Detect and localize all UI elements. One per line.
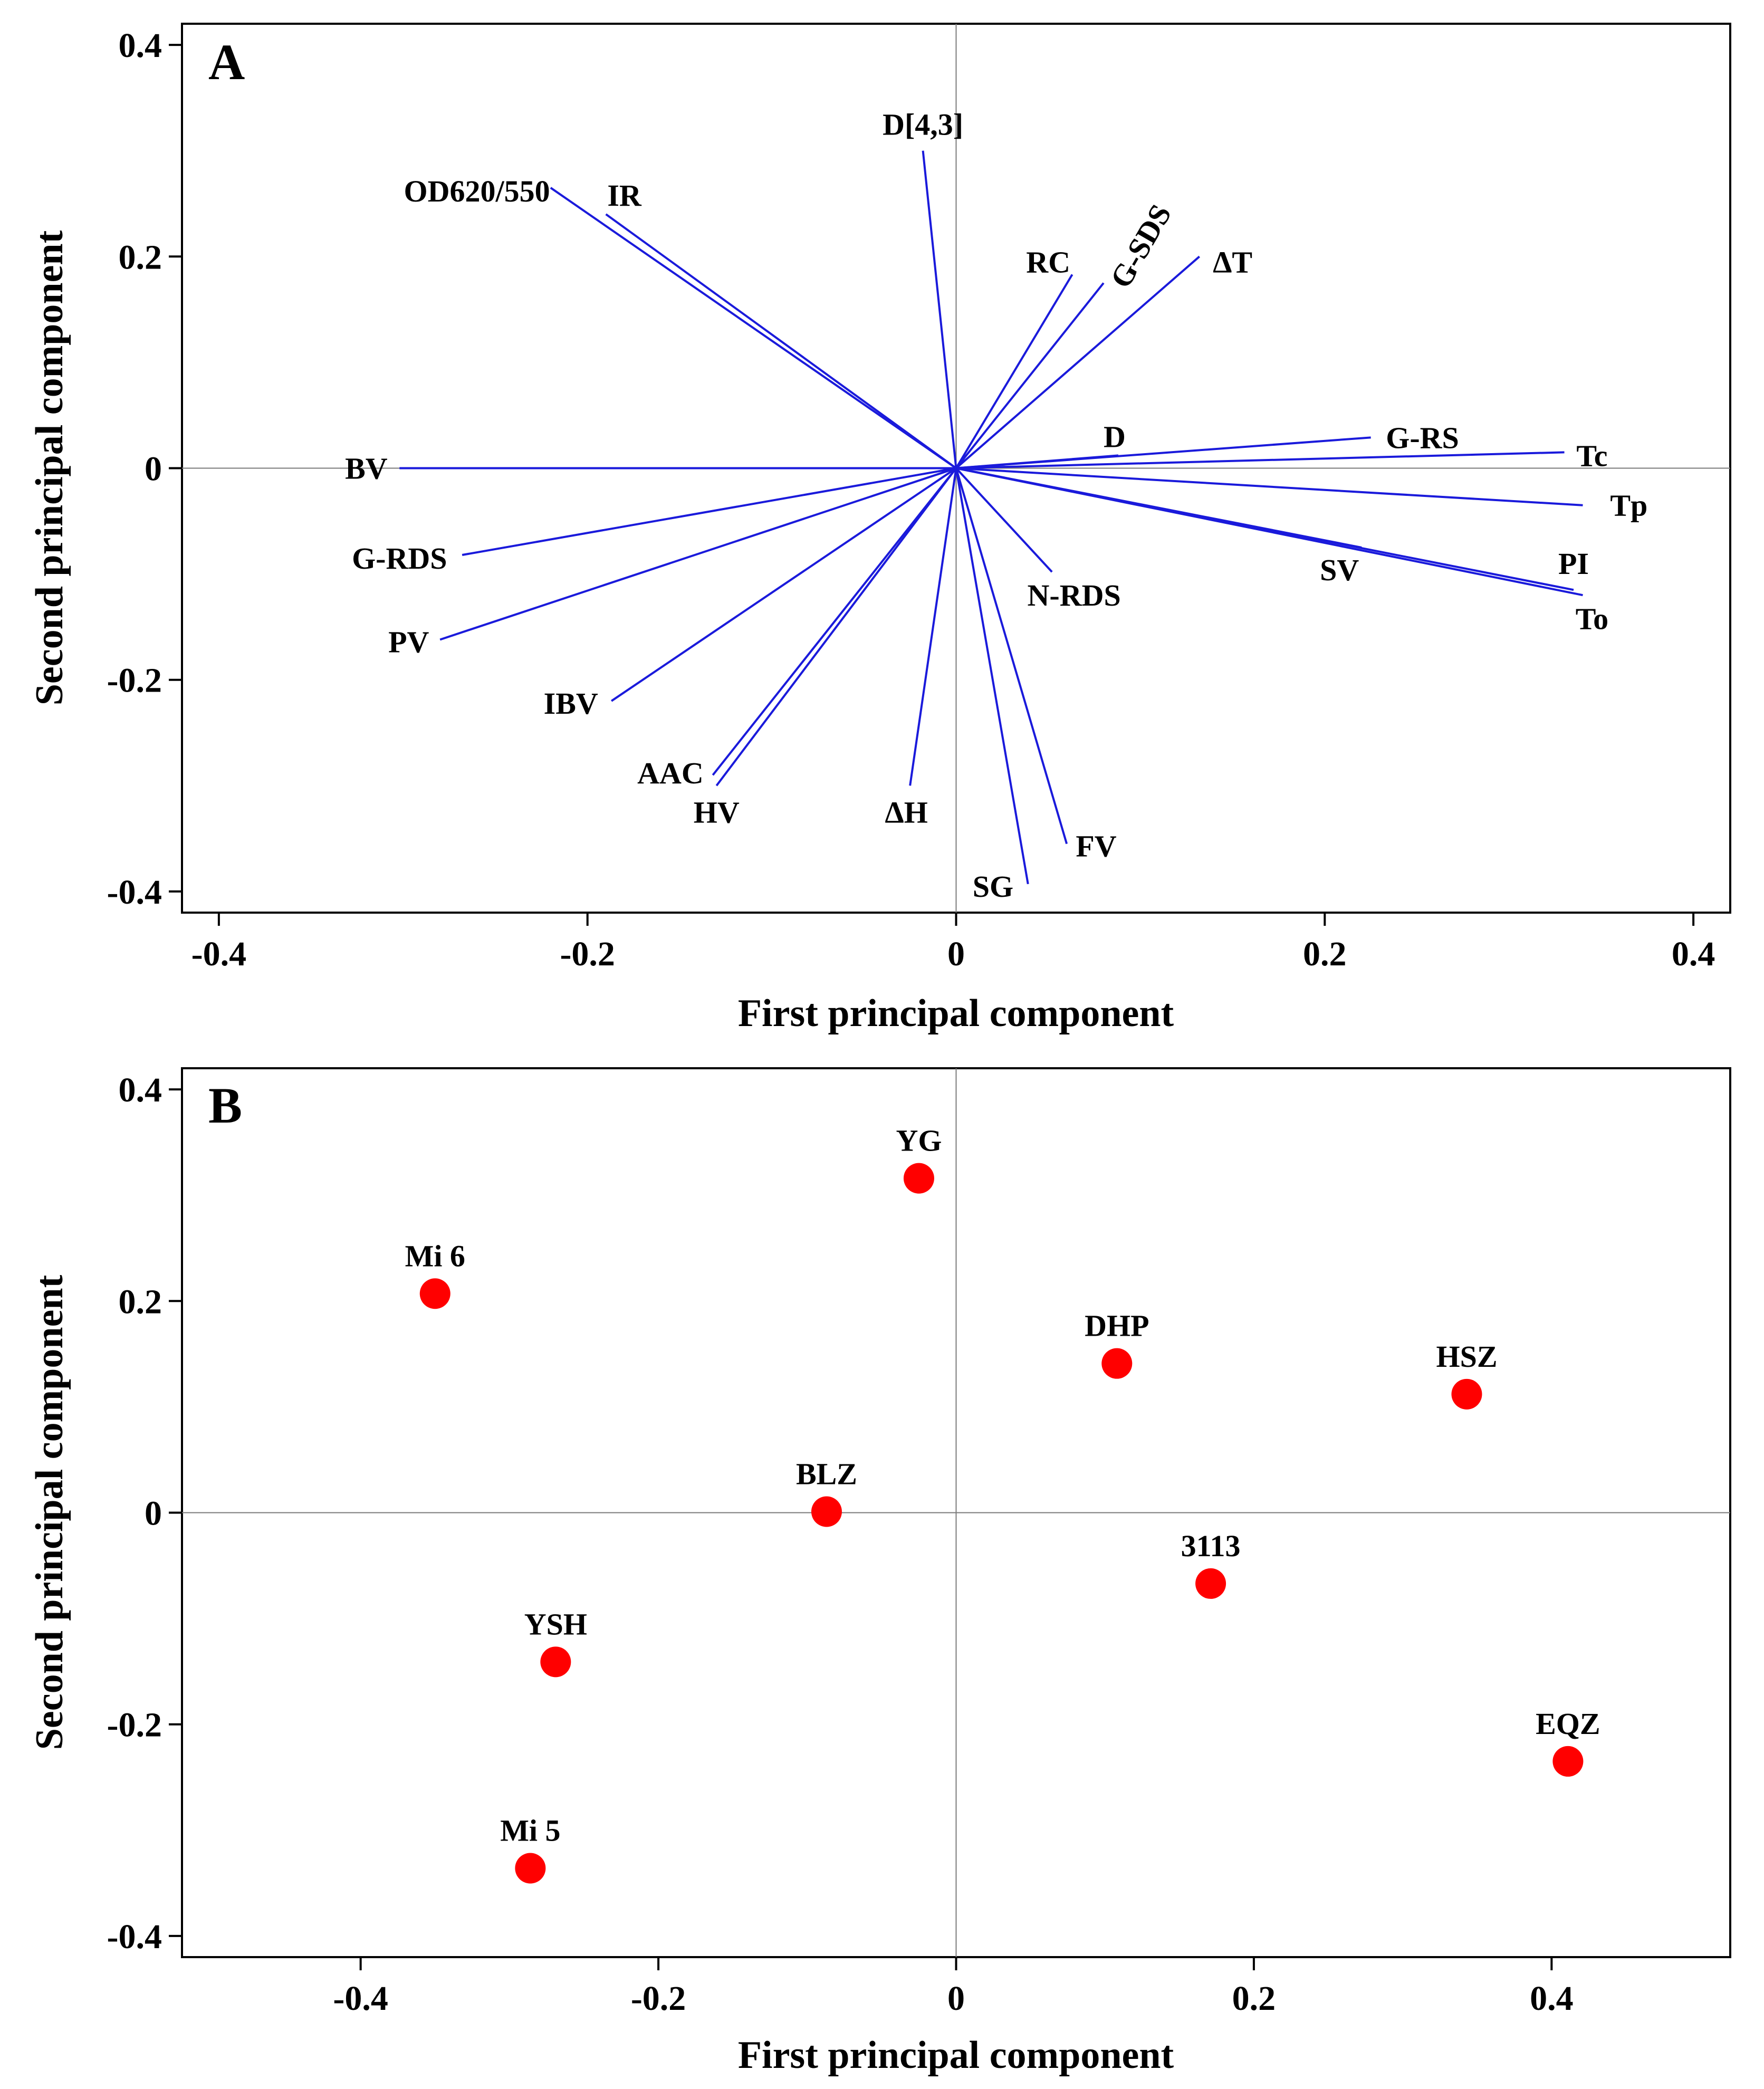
loading-label: RC — [1026, 245, 1070, 279]
x-tick-label: 0.4 — [1530, 1979, 1574, 2018]
loading-vector-FV — [955, 467, 1068, 845]
panel-b-x-ticks: -0.4 -0.2 0 0.2 0.4 — [333, 1957, 1574, 2018]
loading-vector-G-SDS — [955, 282, 1105, 469]
loading-label: ΔH — [885, 795, 927, 829]
loading-label: OD620/550 — [404, 174, 550, 208]
loading-label: SV — [1320, 553, 1359, 587]
panel-a-y-axis-label: Second principal component — [28, 230, 71, 705]
loading-vector-PV — [439, 467, 957, 641]
loading-label: Tp — [1610, 488, 1647, 523]
y-tick-label: 0.4 — [119, 26, 162, 65]
loading-vector-IR — [605, 213, 957, 469]
loading-vector-Tp — [956, 467, 1583, 506]
loading-label: Tc — [1576, 438, 1607, 473]
panel-a-x-ticks: -0.4 -0.2 0 0.2 0.4 — [191, 913, 1715, 973]
loading-label: D — [1104, 419, 1126, 454]
loading-label: IR — [607, 178, 642, 213]
loading-label: ΔT — [1213, 245, 1252, 279]
loading-vector-G-RS — [956, 436, 1371, 469]
loading-label: FV — [1076, 829, 1116, 864]
panel-b-y-ticks: -0.4 -0.2 0 0.2 0.4 — [107, 1071, 182, 1956]
point-label: Mi 6 — [405, 1239, 465, 1273]
loading-label: PI — [1558, 547, 1589, 581]
panel-b-letter: B — [208, 1077, 242, 1134]
loading-vector-RC — [955, 274, 1073, 469]
loading-vector-N-RDS — [955, 467, 1053, 573]
point-label: BLZ — [796, 1456, 857, 1491]
loading-label: BV — [345, 452, 388, 486]
loading-vector-HV — [715, 467, 957, 787]
x-tick-label: -0.4 — [191, 935, 246, 973]
y-tick-label: 0.2 — [119, 238, 162, 276]
y-tick-label: -0.2 — [107, 1706, 162, 1745]
loading-vector-SG — [955, 468, 1029, 885]
point-label: YG — [896, 1124, 942, 1158]
score-point-YG — [903, 1163, 934, 1194]
loading-vector-IBV — [610, 467, 957, 702]
loading-vector-Tc — [956, 451, 1565, 469]
loading-label: IBV — [544, 686, 598, 721]
y-tick-label: 0.4 — [119, 1071, 162, 1109]
loading-label: PV — [388, 625, 429, 659]
loading-label: G-RS — [1386, 420, 1459, 455]
point-label: DHP — [1085, 1309, 1149, 1343]
loading-vector-ΔH — [909, 468, 957, 786]
panel-b-y-axis-label: Second principal component — [28, 1275, 71, 1750]
score-point-BLZ — [811, 1496, 842, 1527]
y-tick-label: 0 — [145, 1494, 162, 1533]
panel-b-reference-lines — [182, 1068, 1730, 1957]
point-label: Mi 5 — [500, 1814, 560, 1848]
score-point-Mi 5 — [515, 1853, 546, 1884]
x-tick-label: -0.2 — [560, 935, 615, 973]
loading-label: D[4,3] — [883, 108, 963, 142]
score-point-Mi 6 — [419, 1278, 450, 1309]
score-point-HSZ — [1451, 1378, 1482, 1410]
loading-label: SG — [973, 869, 1013, 904]
score-point-3113 — [1195, 1568, 1226, 1599]
x-tick-label: 0 — [947, 1979, 965, 2018]
y-tick-label: -0.4 — [107, 873, 162, 912]
loading-label: AAC — [637, 756, 704, 790]
loading-vector-OD620/550 — [550, 187, 957, 469]
panel-b-x-axis-label: First principal component — [738, 2034, 1174, 2077]
panel-a-x-axis-label: First principal component — [738, 992, 1174, 1035]
x-tick-label: 0 — [947, 935, 965, 973]
score-point-DHP — [1101, 1348, 1133, 1379]
loading-label: N-RDS — [1028, 578, 1121, 612]
point-label: YSH — [524, 1607, 587, 1641]
x-tick-label: 0.4 — [1672, 935, 1715, 973]
score-point-EQZ — [1552, 1746, 1584, 1777]
loading-vector-D[4,3] — [922, 150, 957, 468]
point-label: 3113 — [1181, 1529, 1241, 1563]
point-label: HSZ — [1436, 1339, 1497, 1374]
loading-vector-G-RDS — [462, 467, 956, 556]
x-tick-label: 0.2 — [1303, 935, 1347, 973]
loading-label: HV — [694, 795, 740, 829]
x-tick-label: -0.2 — [631, 1979, 686, 2018]
x-tick-label: -0.4 — [333, 1979, 388, 2018]
loading-label: G-RDS — [352, 541, 447, 576]
y-tick-label: -0.2 — [107, 662, 162, 700]
loading-vector-SV — [956, 467, 1362, 549]
point-label: EQZ — [1536, 1707, 1600, 1741]
panel-a-loadings-plot: A -0.4 -0.2 0 0.2 0.4 -0.4 -0.2 0 0.2 0.4 D[4,3]… — [28, 23, 1731, 1035]
y-tick-label: 0.2 — [119, 1282, 162, 1321]
y-tick-label: -0.4 — [107, 1918, 162, 1956]
x-tick-label: 0.2 — [1232, 1979, 1276, 2018]
panel-a-y-ticks: -0.4 -0.2 0 0.2 0.4 — [107, 26, 182, 912]
loading-vector-ΔT — [955, 255, 1201, 469]
loading-vector-AAC — [712, 467, 957, 776]
panel-b-sample-points: YG Mi 6 DHP HSZ BLZ 3113 YSH EQZ Mi 5 — [405, 1124, 1600, 1884]
panel-b-scores-plot: B -0.4 -0.2 0 0.2 0.4 -0.4 -0.2 0 0.2 0.4 YG Mi 6… — [28, 1067, 1731, 2077]
y-tick-label: 0 — [145, 450, 162, 488]
score-point-YSH — [540, 1646, 571, 1678]
panel-a-letter: A — [208, 34, 245, 90]
loading-label: To — [1576, 601, 1608, 636]
